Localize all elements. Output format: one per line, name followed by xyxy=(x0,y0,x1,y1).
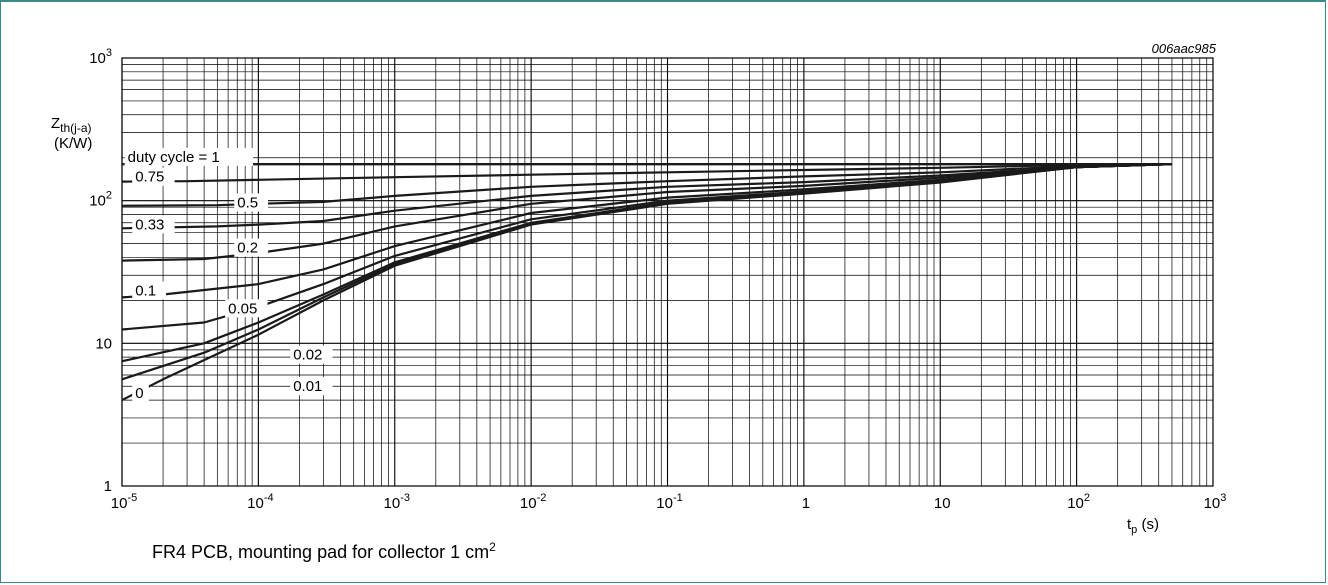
series-labels: duty cycle = 1 0.75 0.5 0.33 0.2 0.1 0.05 0.02 0… xyxy=(124,147,333,403)
series-label: 0.33 xyxy=(135,216,164,233)
x-tick-label: 10-2 xyxy=(520,492,546,512)
caption-text: FR4 PCB, mounting pad for collector 1 cm xyxy=(152,542,490,562)
x-axis-label: tp (s) xyxy=(1127,516,1159,536)
series-label: duty cycle = 1 xyxy=(128,149,220,166)
series-label: 0.5 xyxy=(237,195,258,212)
series-label-bg xyxy=(132,215,175,234)
series-line xyxy=(121,163,1172,381)
series-label-bg xyxy=(132,167,175,186)
series-label-bg xyxy=(132,384,149,403)
series-label: 0 xyxy=(135,385,143,402)
figure-code: 006aac985 xyxy=(1152,41,1217,56)
x-tick-label: 10-5 xyxy=(111,492,137,512)
y-axis-title: Zth(j-a) xyxy=(51,115,92,135)
series-label: 0.75 xyxy=(135,169,164,186)
series-line xyxy=(121,163,1172,299)
series-label: 0.01 xyxy=(293,378,322,395)
y-axis-label: Zth(j-a)(K/W) xyxy=(51,115,92,152)
caption-sup: 2 xyxy=(489,540,496,554)
x-tick-label: 10 xyxy=(934,495,951,512)
x-tick-label: 103 xyxy=(1204,492,1227,512)
figure-caption: FR4 PCB, mounting pad for collector 1 cm… xyxy=(152,540,496,563)
x-tick-label: 10-4 xyxy=(247,492,273,512)
series-line xyxy=(121,163,1172,402)
series-label-bg xyxy=(234,193,269,212)
x-tick-label: 10-1 xyxy=(656,492,682,512)
x-tick-label: 10-3 xyxy=(384,492,410,512)
series-label-bg xyxy=(290,377,333,396)
y-axis-unit: (K/W) xyxy=(54,135,92,152)
series-label-bg xyxy=(290,345,333,364)
grid xyxy=(121,57,1214,487)
x-tick-label: 102 xyxy=(1067,492,1090,512)
series-line xyxy=(121,163,1172,183)
y-tick-label: 103 xyxy=(89,47,112,67)
x-tick-label: 1 xyxy=(802,495,810,512)
plot-border xyxy=(121,57,1214,487)
series-label-bg xyxy=(132,281,167,300)
y-tick-label: 1 xyxy=(104,478,112,495)
series-curves xyxy=(121,163,1172,402)
series-label-bg xyxy=(225,299,268,318)
series-label-bg xyxy=(234,238,269,257)
series-label-bg xyxy=(124,147,254,166)
x-axis-title: tp (s) xyxy=(1127,516,1159,536)
tick-labels: 10-5 10-4 10-3 10-2 10-1 1 10 102 103 1 10 102 103 xyxy=(89,47,1226,512)
series-label: 0.2 xyxy=(237,240,258,257)
series-line xyxy=(121,163,1172,230)
series-label: 0.1 xyxy=(135,282,156,299)
y-tick-label: 102 xyxy=(89,190,112,210)
series-label: 0.05 xyxy=(228,300,257,317)
series-label: 0.02 xyxy=(293,347,322,364)
y-tick-label: 10 xyxy=(95,335,112,352)
